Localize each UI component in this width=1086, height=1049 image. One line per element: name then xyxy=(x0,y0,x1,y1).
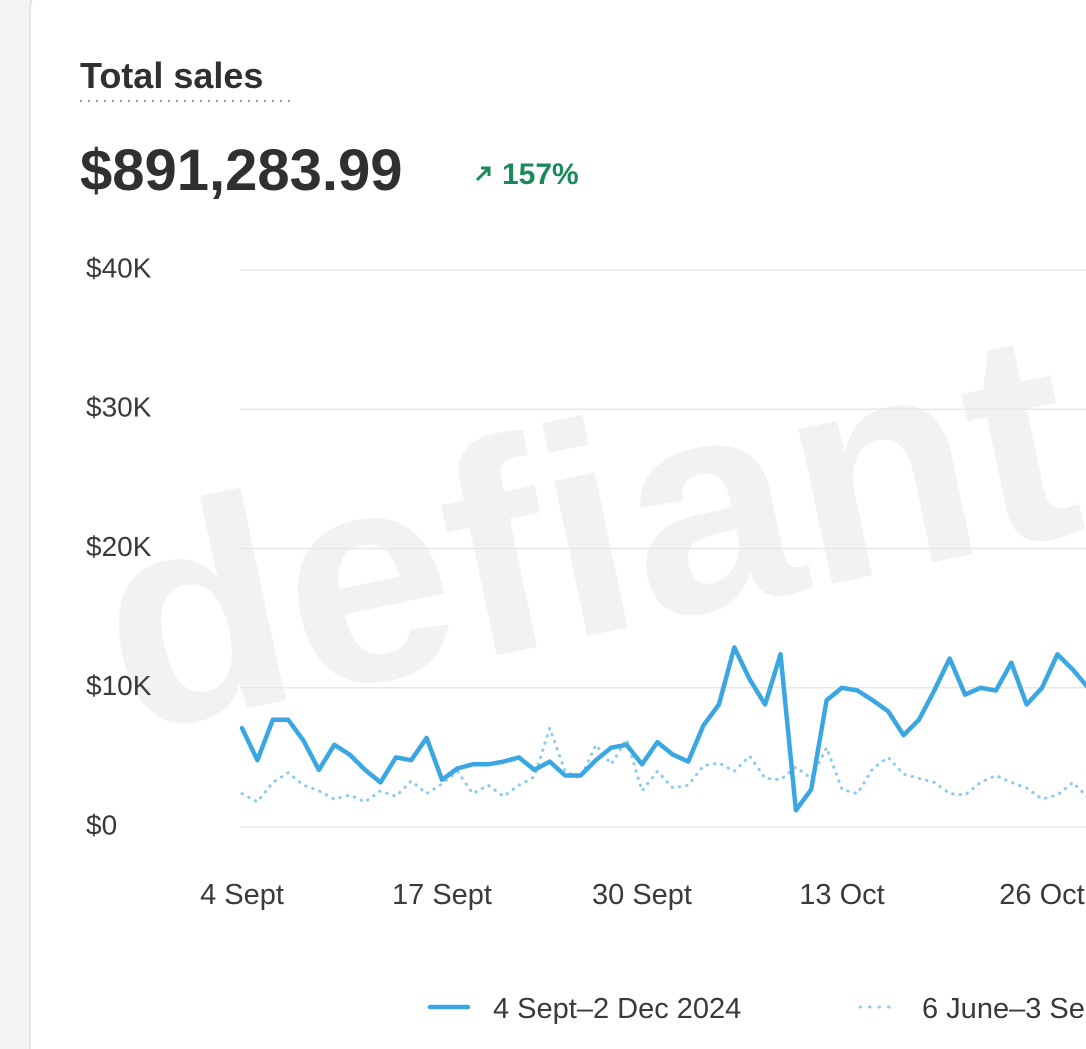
x-tick-label: 30 Sept xyxy=(592,879,692,911)
y-tick-label: $40K xyxy=(86,252,152,283)
legend-item[interactable]: 4 Sept–2 Dec 2024 xyxy=(427,993,741,1025)
trend-arrow xyxy=(475,166,491,182)
y-tick-label: $0 xyxy=(86,809,117,840)
total-value: $891,283.99 xyxy=(80,138,403,203)
card-background xyxy=(29,0,1086,1049)
legend-item[interactable]: 6 June–3 Sept 2024 xyxy=(858,993,1086,1025)
x-tick-label: 17 Sept xyxy=(392,879,492,911)
x-tick-label: 4 Sept xyxy=(200,879,284,911)
change-value: 157% xyxy=(502,158,579,191)
series-line xyxy=(239,645,1086,813)
x-tick-label: 13 Oct xyxy=(799,879,884,911)
series-line xyxy=(240,726,1086,804)
y-tick-label: $20K xyxy=(86,531,152,562)
chart-title[interactable]: Total sales xyxy=(80,55,263,96)
y-tick-label: $10K xyxy=(86,670,152,701)
plot: $0 $10K $20K $30K $40K 4 Sept 17 Sept 30 Sept 13… xyxy=(86,252,1086,1025)
legend-label: 4 Sept–2 Dec 2024 xyxy=(493,993,741,1025)
legend-label: 6 June–3 Sept 2024 xyxy=(922,993,1086,1025)
y-tick-label: $30K xyxy=(86,392,152,423)
x-tick-label: 26 Oct xyxy=(999,879,1084,911)
